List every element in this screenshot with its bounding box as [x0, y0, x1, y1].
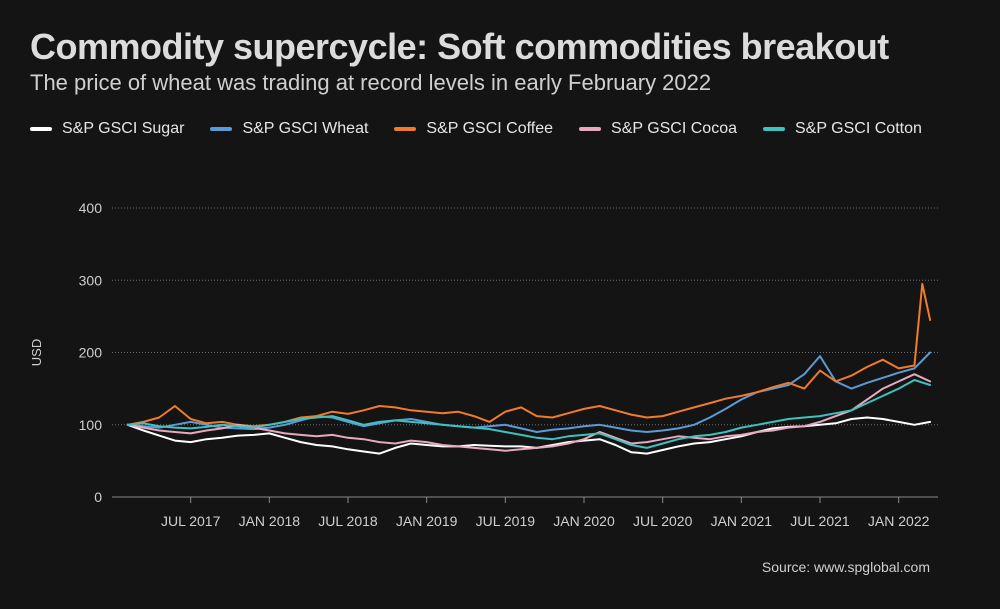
legend-item-cotton: S&P GSCI Cotton [763, 120, 922, 138]
y-axis-label: USD [29, 339, 44, 366]
y-tick-label: 400 [79, 200, 103, 216]
legend-label-wheat: S&P GSCI Wheat [242, 120, 369, 137]
x-tick-label: JUL 2020 [633, 513, 693, 529]
x-tick-label: JUL 2018 [318, 513, 378, 529]
legend-item-cocoa: S&P GSCI Cocoa [579, 120, 737, 138]
x-tick-label: JAN 2019 [396, 513, 458, 529]
y-tick-label: 200 [79, 345, 103, 361]
series-line-cotton [126, 379, 932, 449]
y-tick-label: 0 [94, 489, 102, 505]
series-line-wheat [126, 351, 932, 433]
axis-layer: 0 100 200 300 400 JUL 2017 JAN 2018 JUL 2018 JAN… [29, 200, 930, 529]
legend-label-sugar: S&P GSCI Sugar [62, 120, 185, 137]
x-tick-label: JAN 2021 [711, 513, 773, 529]
x-tick-label: JAN 2022 [868, 513, 930, 529]
legend-item-sugar: S&P GSCI Sugar [30, 120, 184, 138]
x-tick-label: JUL 2021 [790, 513, 850, 529]
series-layer [126, 282, 932, 455]
y-tick-label: 100 [79, 417, 103, 433]
x-tick-label: JUL 2019 [476, 513, 536, 529]
x-tick-label: JUL 2017 [161, 513, 221, 529]
x-tick-label: JAN 2018 [239, 513, 301, 529]
legend-item-wheat: S&P GSCI Wheat [210, 120, 368, 138]
x-tick-label: JAN 2020 [553, 513, 615, 529]
series-line-coffee [126, 282, 932, 428]
chart-subtitle: The price of wheat was trading at record… [30, 70, 712, 95]
legend-label-coffee: S&P GSCI Coffee [426, 120, 554, 137]
legend-swatch-sugar [30, 127, 52, 131]
grid-layer [112, 207, 938, 498]
chart-title: Commodity supercycle: Soft commodities b… [30, 26, 889, 67]
legend-swatch-cotton [763, 127, 785, 131]
legend-swatch-coffee [394, 127, 417, 131]
legend-label-cotton: S&P GSCI Cotton [795, 120, 922, 137]
legend-item-coffee: S&P GSCI Coffee [394, 120, 553, 138]
series-line-cocoa [126, 373, 932, 452]
legend-label-cocoa: S&P GSCI Cocoa [611, 120, 737, 137]
legend-swatch-wheat [210, 127, 233, 131]
legend: S&P GSCI Sugar S&P GSCI Wheat S&P GSCI C… [30, 120, 922, 138]
y-tick-label: 300 [79, 272, 103, 288]
legend-swatch-cocoa [579, 127, 602, 131]
source-note: Source: www.spglobal.com [761, 559, 930, 575]
